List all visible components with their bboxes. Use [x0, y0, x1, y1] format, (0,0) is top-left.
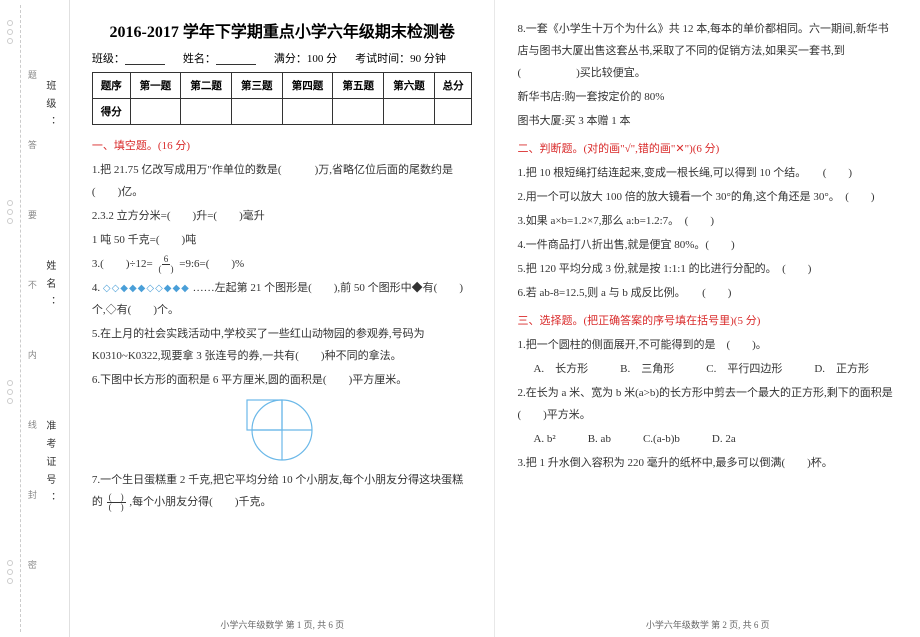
q1-8: 8.一套《小学生十万个为什么》共 12 本,每本的单价都相同。六一期间,新华书店…	[517, 18, 898, 84]
seal-mark: 答	[26, 140, 39, 149]
fraction-blank: ( )( )	[107, 493, 126, 512]
seal-mark: 内	[26, 350, 39, 359]
seal-mark: 密	[26, 560, 39, 569]
th: 第四题	[282, 73, 333, 99]
th: 第二题	[181, 73, 232, 99]
table-row: 得分	[92, 99, 472, 125]
pattern-shapes: ◇◇◆◆◆◇◇◆◆◆	[103, 283, 190, 294]
binding-class-label: 班级：	[42, 80, 57, 134]
exam-info: 班级： 姓名： 满分：100 分 考试时间：90 分钟	[92, 50, 473, 66]
score-cell	[130, 99, 181, 125]
exam-title: 2016-2017 学年下学期重点小学六年级期末检测卷	[92, 18, 473, 42]
q2-6: 6.若 ab-8=12.5,则 a 与 b 成反比例。 ( )	[517, 282, 898, 304]
opt-a: A. b²	[533, 428, 555, 450]
section-2-title: 二、判断题。(对的画"√",错的画"✕")(6 分)	[517, 140, 898, 156]
binding-holes	[7, 380, 13, 404]
score-cell	[384, 99, 435, 125]
q2-4: 4.一件商品打八折出售,就是便宜 80%。( )	[517, 234, 898, 256]
page-2: 8.一套《小学生十万个为什么》共 12 本,每本的单价都相同。六一期间,新华书店…	[495, 0, 920, 637]
q1-2a: 2.3.2 立方分米=( )升=( )毫升	[92, 205, 473, 227]
full-value: 100 分	[307, 50, 337, 66]
score-cell	[282, 99, 333, 125]
score-table: 题序 第一题 第二题 第三题 第四题 第五题 第六题 总分 得分	[92, 72, 473, 125]
opt-c: C.(a-b)b	[643, 428, 680, 450]
q7-b: ,每个小朋友分得( )千克。	[129, 496, 271, 508]
th: 第三题	[231, 73, 282, 99]
th: 第五题	[333, 73, 384, 99]
q3-1: 1.把一个圆柱的侧面展开,不可能得到的是 ( )。	[517, 334, 898, 356]
opt-c: C. 平行四边形	[706, 358, 782, 380]
q3-2: 2.在长为 a 米、宽为 b 米(a>b)的长方形中剪去一个最大的正方形,剩下的…	[517, 382, 898, 426]
q1-6: 6.下图中长方形的面积是 6 平方厘米,圆的面积是( )平方厘米。	[92, 369, 473, 391]
page-footer-2: 小学六年级数学 第 2 页, 共 6 页	[495, 618, 920, 631]
name-blank	[216, 52, 256, 65]
q1-8b: 图书大厦:买 3 本赠 1 本	[517, 110, 898, 132]
row-label: 得分	[92, 99, 130, 125]
binding-holes	[7, 20, 13, 44]
q1-2b: 1 吨 50 千克=( )吨	[92, 229, 473, 251]
q1-8a: 新华书店:购一套按定价的 80%	[517, 86, 898, 108]
th: 第一题	[130, 73, 181, 99]
q2-3: 3.如果 a×b=1.2×7,那么 a:b=1.2:7。 ( )	[517, 210, 898, 232]
page-footer-1: 小学六年级数学 第 1 页, 共 6 页	[70, 618, 495, 631]
q1-5: 5.在上月的社会实践活动中,学校买了一些红山动物园的参观券,号码为 K0310~…	[92, 323, 473, 367]
fraction: 6( )	[157, 255, 176, 274]
section-1-title: 一、填空题。(16 分)	[92, 137, 473, 153]
binding-id-label: 准考证号：	[42, 420, 57, 510]
circle-rect-diagram	[237, 395, 327, 465]
score-cell	[231, 99, 282, 125]
q2-5: 5.把 120 平均分成 3 份,就是按 1:1:1 的比进行分配的。 ( )	[517, 258, 898, 280]
score-cell	[333, 99, 384, 125]
binding-name-label: 姓名：	[42, 260, 57, 314]
th: 题序	[92, 73, 130, 99]
q3-text: 3.( )÷12=	[92, 258, 153, 270]
opt-d: D. 正方形	[814, 358, 869, 380]
q3-2-options: A. b² B. ab C.(a-b)b D. 2a	[533, 428, 898, 450]
q6-figure	[92, 395, 473, 465]
opt-a: A. 长方形	[533, 358, 588, 380]
seal-mark: 封	[26, 490, 39, 499]
q1-7: 7.一个生日蛋糕重 2 千克,把它平均分给 10 个小朋友,每个小朋友分得这块蛋…	[92, 469, 473, 513]
section-3-title: 三、选择题。(把正确答案的序号填在括号里)(5 分)	[517, 312, 898, 328]
th: 第六题	[384, 73, 435, 99]
class-blank	[125, 52, 165, 65]
seal-mark: 要	[26, 210, 39, 219]
q1-3: 3.( )÷12= 6( ) =9:6=( )%	[92, 253, 473, 275]
q1-1: 1.把 21.75 亿改写成用万"作单位的数是( )万,省略亿位后面的尾数约是(…	[92, 159, 473, 203]
q2-2: 2.用一个可以放大 100 倍的放大镜看一个 30°的角,这个角还是 30°。 …	[517, 186, 898, 208]
seal-mark: 题	[26, 70, 39, 79]
q3-eq: =9:6=( )%	[179, 258, 244, 270]
seal-mark: 不	[26, 280, 39, 289]
q1-4: 4. ◇◇◆◆◆◇◇◆◆◆ ……左起第 21 个图形是( ),前 50 个图形中…	[92, 277, 473, 321]
full-label: 满分：	[274, 50, 307, 66]
time-value: 90 分钟	[410, 50, 446, 66]
score-cell	[434, 99, 472, 125]
class-label: 班级：	[92, 50, 125, 66]
q4-num: 4.	[92, 282, 100, 294]
opt-b: B. 三角形	[620, 358, 674, 380]
table-row: 题序 第一题 第二题 第三题 第四题 第五题 第六题 总分	[92, 73, 472, 99]
opt-d: D. 2a	[712, 428, 736, 450]
th: 总分	[434, 73, 472, 99]
name-label: 姓名：	[183, 50, 216, 66]
q3-3: 3.把 1 升水倒入容积为 220 毫升的纸杯中,最多可以倒满( )杯。	[517, 452, 898, 474]
score-cell	[181, 99, 232, 125]
fold-line	[20, 5, 21, 632]
binding-holes	[7, 560, 13, 584]
seal-mark: 线	[26, 420, 39, 429]
binding-margin: 班级： 姓名： 准考证号： 题 答 要 不 内 线 封 密	[0, 0, 70, 637]
q3-1-options: A. 长方形 B. 三角形 C. 平行四边形 D. 正方形	[533, 358, 898, 380]
opt-b: B. ab	[588, 428, 611, 450]
q2-1: 1.把 10 根短绳打结连起来,变成一根长绳,可以得到 10 个结。 ( )	[517, 162, 898, 184]
binding-holes	[7, 200, 13, 224]
time-label: 考试时间：	[355, 50, 410, 66]
page-1: 2016-2017 学年下学期重点小学六年级期末检测卷 班级： 姓名： 满分：1…	[70, 0, 495, 637]
